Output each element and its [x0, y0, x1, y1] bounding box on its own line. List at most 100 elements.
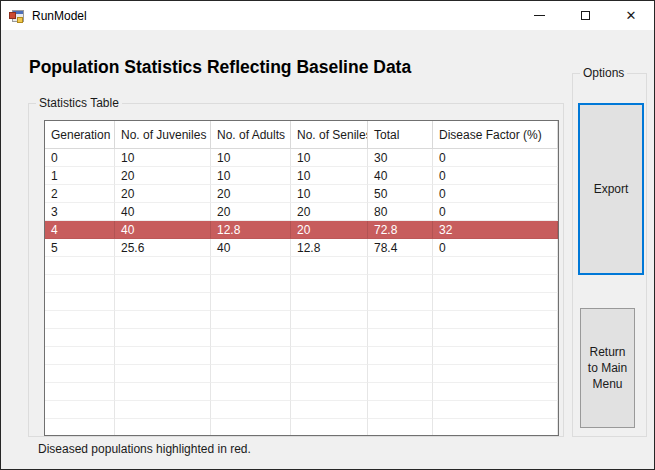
- table-cell[interactable]: [433, 275, 558, 293]
- table-cell[interactable]: [45, 365, 115, 383]
- table-cell[interactable]: 40: [211, 239, 291, 257]
- table-cell[interactable]: 5: [45, 239, 115, 257]
- table-cell[interactable]: [45, 275, 115, 293]
- table-cell[interactable]: [211, 275, 291, 293]
- table-cell[interactable]: [291, 275, 368, 293]
- table-cell[interactable]: [433, 401, 558, 419]
- table-cell[interactable]: [211, 383, 291, 401]
- table-cell[interactable]: 2: [45, 185, 115, 203]
- table-cell[interactable]: 10: [211, 149, 291, 167]
- table-cell[interactable]: 50: [368, 185, 433, 203]
- column-header[interactable]: Total: [368, 121, 433, 149]
- table-cell[interactable]: [433, 419, 558, 436]
- return-to-main-menu-button[interactable]: Return to Main Menu: [580, 308, 635, 428]
- table-cell[interactable]: [368, 257, 433, 275]
- table-cell[interactable]: [291, 329, 368, 347]
- export-button[interactable]: Export: [578, 103, 644, 275]
- table-cell[interactable]: [433, 329, 558, 347]
- table-cell[interactable]: 40: [115, 221, 211, 239]
- table-cell[interactable]: [291, 347, 368, 365]
- table-cell[interactable]: [211, 347, 291, 365]
- table-cell[interactable]: [368, 311, 433, 329]
- table-cell[interactable]: [368, 401, 433, 419]
- table-cell[interactable]: [433, 293, 558, 311]
- statistics-table[interactable]: GenerationNo. of JuvenilesNo. of AdultsN…: [44, 120, 559, 436]
- table-cell[interactable]: [45, 311, 115, 329]
- table-cell[interactable]: [45, 293, 115, 311]
- table-cell[interactable]: [211, 365, 291, 383]
- column-header[interactable]: No. of Seniles: [291, 121, 368, 149]
- table-cell[interactable]: [291, 401, 368, 419]
- table-cell[interactable]: [368, 419, 433, 436]
- table-cell[interactable]: [433, 311, 558, 329]
- table-cell[interactable]: 20: [211, 185, 291, 203]
- table-cell[interactable]: [368, 329, 433, 347]
- table-cell[interactable]: [115, 275, 211, 293]
- table-cell[interactable]: 78.4: [368, 239, 433, 257]
- table-cell[interactable]: [368, 383, 433, 401]
- column-header[interactable]: No. of Juveniles: [115, 121, 211, 149]
- table-cell[interactable]: 25.6: [115, 239, 211, 257]
- table-cell[interactable]: 30: [368, 149, 433, 167]
- table-cell[interactable]: [368, 365, 433, 383]
- table-cell[interactable]: [368, 293, 433, 311]
- table-cell[interactable]: [45, 401, 115, 419]
- table-cell[interactable]: [291, 293, 368, 311]
- table-cell[interactable]: [45, 419, 115, 436]
- table-cell[interactable]: [368, 347, 433, 365]
- table-cell[interactable]: [45, 383, 115, 401]
- table-cell[interactable]: [433, 347, 558, 365]
- table-cell[interactable]: 10: [291, 185, 368, 203]
- table-cell[interactable]: 4: [45, 221, 115, 239]
- maximize-icon[interactable]: [562, 1, 608, 30]
- table-cell[interactable]: 3: [45, 203, 115, 221]
- table-cell[interactable]: [45, 257, 115, 275]
- table-cell[interactable]: [115, 293, 211, 311]
- table-cell[interactable]: [45, 329, 115, 347]
- table-cell[interactable]: [115, 365, 211, 383]
- table-cell[interactable]: [211, 311, 291, 329]
- table-cell[interactable]: 10: [291, 167, 368, 185]
- table-cell[interactable]: [211, 257, 291, 275]
- table-cell[interactable]: [115, 347, 211, 365]
- table-cell[interactable]: [291, 257, 368, 275]
- table-cell[interactable]: [115, 329, 211, 347]
- table-cell[interactable]: 20: [115, 167, 211, 185]
- table-cell[interactable]: [291, 365, 368, 383]
- column-header[interactable]: Generation: [45, 121, 115, 149]
- column-header[interactable]: Disease Factor (%): [433, 121, 558, 149]
- table-cell[interactable]: [291, 419, 368, 436]
- close-icon[interactable]: ✕: [608, 1, 654, 30]
- column-header[interactable]: No. of Adults: [211, 121, 291, 149]
- table-cell[interactable]: 0: [433, 203, 558, 221]
- table-cell[interactable]: 10: [291, 149, 368, 167]
- table-cell[interactable]: [115, 383, 211, 401]
- table-cell[interactable]: 0: [433, 185, 558, 203]
- table-cell[interactable]: [291, 383, 368, 401]
- table-cell[interactable]: [211, 419, 291, 436]
- table-cell[interactable]: 40: [115, 203, 211, 221]
- table-cell[interactable]: [291, 311, 368, 329]
- table-cell[interactable]: [211, 329, 291, 347]
- table-cell[interactable]: [433, 383, 558, 401]
- table-cell[interactable]: [115, 257, 211, 275]
- table-cell[interactable]: [115, 401, 211, 419]
- table-cell[interactable]: 0: [433, 239, 558, 257]
- table-cell[interactable]: 80: [368, 203, 433, 221]
- table-cell[interactable]: 12.8: [211, 221, 291, 239]
- table-cell[interactable]: 20: [211, 203, 291, 221]
- table-cell[interactable]: 10: [115, 149, 211, 167]
- table-cell[interactable]: 10: [211, 167, 291, 185]
- table-cell[interactable]: 40: [368, 167, 433, 185]
- table-cell[interactable]: 20: [291, 221, 368, 239]
- table-cell[interactable]: 20: [291, 203, 368, 221]
- table-cell[interactable]: 12.8: [291, 239, 368, 257]
- table-cell[interactable]: 1: [45, 167, 115, 185]
- table-cell[interactable]: 0: [433, 167, 558, 185]
- table-cell[interactable]: 0: [433, 149, 558, 167]
- table-cell[interactable]: [433, 257, 558, 275]
- table-cell[interactable]: 20: [115, 185, 211, 203]
- table-cell[interactable]: 72.8: [368, 221, 433, 239]
- table-cell[interactable]: 32: [433, 221, 558, 239]
- table-cell[interactable]: 0: [45, 149, 115, 167]
